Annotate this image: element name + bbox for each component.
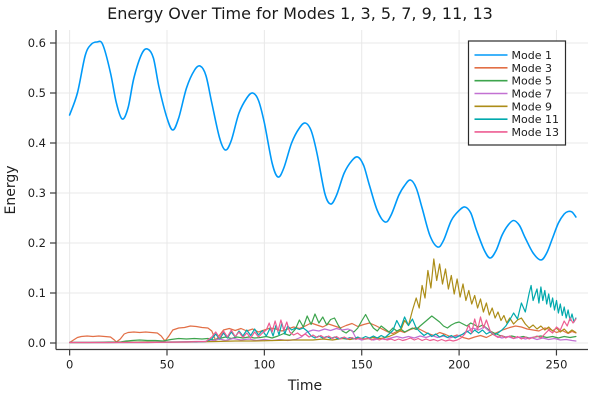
x-tick-label-250: 250 xyxy=(545,358,567,372)
legend-label: Mode 3 xyxy=(512,62,552,75)
x-tick-label-200: 200 xyxy=(448,358,470,372)
y-tick-label-0.0: 0.0 xyxy=(28,336,46,350)
axis-layer: 0 50 100 150 200 250 0.0 0.1 0.2 0.3 0.4 0.5 0.6 xyxy=(28,30,588,372)
series-line-mode-13 xyxy=(69,316,577,344)
legend-entry-mode-11: Mode 11 xyxy=(474,113,559,126)
y-tick-label-0.3: 0.3 xyxy=(28,186,46,200)
legend-entry-mode-13: Mode 13 xyxy=(474,126,559,139)
legend-entry-mode-5: Mode 5 xyxy=(474,75,552,88)
y-tick-label-0.5: 0.5 xyxy=(28,86,46,100)
y-tick-label-0.2: 0.2 xyxy=(28,236,46,250)
legend-entry-mode-1: Mode 1 xyxy=(474,49,552,62)
series-layer xyxy=(68,40,577,344)
legend-label: Mode 13 xyxy=(512,126,559,139)
series-line-mode-11 xyxy=(69,284,577,344)
series-line-mode-3 xyxy=(69,322,577,344)
x-tick-label-100: 100 xyxy=(253,358,275,372)
legend-label: Mode 7 xyxy=(512,87,552,100)
legend-label: Mode 11 xyxy=(512,113,559,126)
x-tick-label-50: 50 xyxy=(160,358,175,372)
legend-entry-mode-9: Mode 9 xyxy=(474,100,552,113)
y-tick-label-0.4: 0.4 xyxy=(28,136,46,150)
y-tick-label-0.6: 0.6 xyxy=(28,36,46,50)
legend-label: Mode 1 xyxy=(512,49,552,62)
chart-title: Energy Over Time for Modes 1, 3, 5, 7, 9… xyxy=(107,4,493,23)
legend-label: Mode 9 xyxy=(512,100,552,113)
series-line-mode-1 xyxy=(68,40,577,261)
series-line-mode-9 xyxy=(69,258,577,344)
legend-entry-mode-3: Mode 3 xyxy=(474,62,552,75)
legend-entry-mode-7: Mode 7 xyxy=(474,87,552,100)
legend-label: Mode 5 xyxy=(512,75,552,88)
x-tick-label-150: 150 xyxy=(351,358,373,372)
y-axis-label: Energy xyxy=(3,165,19,214)
y-tick-label-0.1: 0.1 xyxy=(28,286,46,300)
x-tick-label-0: 0 xyxy=(66,358,73,372)
x-axis-label: Time xyxy=(287,378,322,394)
